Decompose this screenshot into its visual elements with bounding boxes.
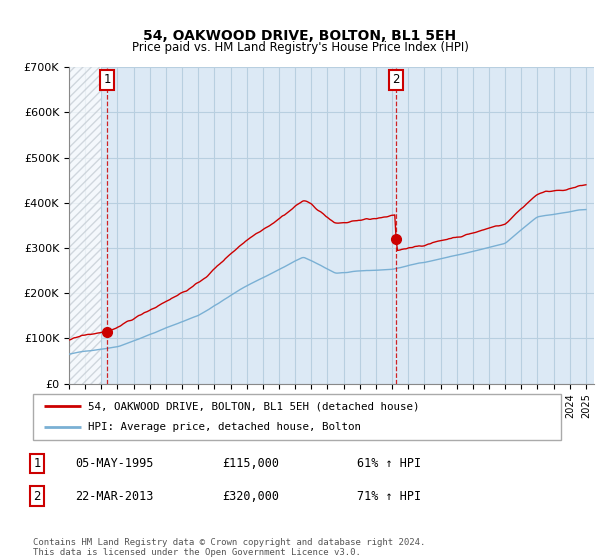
Text: HPI: Average price, detached house, Bolton: HPI: Average price, detached house, Bolt… [88, 422, 361, 432]
Text: 61% ↑ HPI: 61% ↑ HPI [357, 457, 421, 470]
Text: 54, OAKWOOD DRIVE, BOLTON, BL1 5EH: 54, OAKWOOD DRIVE, BOLTON, BL1 5EH [143, 29, 457, 43]
Text: 54, OAKWOOD DRIVE, BOLTON, BL1 5EH (detached house): 54, OAKWOOD DRIVE, BOLTON, BL1 5EH (deta… [88, 401, 420, 411]
Text: 71% ↑ HPI: 71% ↑ HPI [357, 489, 421, 503]
Text: 1: 1 [103, 73, 111, 86]
Text: £115,000: £115,000 [222, 457, 279, 470]
Text: 2: 2 [34, 489, 41, 503]
Text: £320,000: £320,000 [222, 489, 279, 503]
Text: 2: 2 [392, 73, 400, 86]
Text: 22-MAR-2013: 22-MAR-2013 [75, 489, 154, 503]
Text: Price paid vs. HM Land Registry's House Price Index (HPI): Price paid vs. HM Land Registry's House … [131, 40, 469, 54]
FancyBboxPatch shape [33, 394, 561, 440]
Text: Contains HM Land Registry data © Crown copyright and database right 2024.
This d: Contains HM Land Registry data © Crown c… [33, 538, 425, 557]
Text: 05-MAY-1995: 05-MAY-1995 [75, 457, 154, 470]
Text: 1: 1 [34, 457, 41, 470]
